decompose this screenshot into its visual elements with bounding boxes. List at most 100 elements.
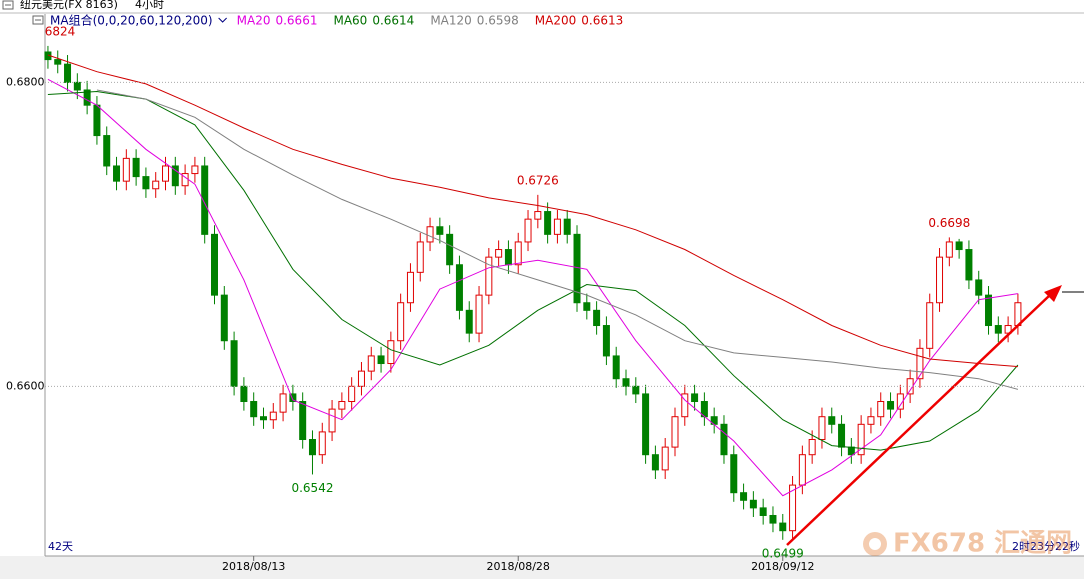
candle-body xyxy=(926,302,934,349)
candle-body xyxy=(514,241,522,266)
legend-value: 0.6614 xyxy=(372,14,414,28)
candle-body xyxy=(936,256,944,304)
candle-body xyxy=(789,484,797,532)
candle-body xyxy=(818,416,826,441)
candle-body xyxy=(720,423,728,456)
candle-body xyxy=(259,416,267,421)
ma-line xyxy=(47,90,1019,451)
x-tick-label: 2018/08/28 xyxy=(487,560,550,573)
candle-body xyxy=(495,249,503,258)
candle-body xyxy=(632,385,640,395)
candle-body xyxy=(681,393,689,418)
candle-body xyxy=(583,302,591,311)
candle-body xyxy=(534,211,542,220)
candle-body xyxy=(103,135,111,167)
candle-body xyxy=(406,271,414,304)
ma-line xyxy=(47,78,1018,497)
candle-body xyxy=(808,439,816,456)
candle-body xyxy=(485,256,493,296)
candle-body xyxy=(896,393,904,410)
candle-body xyxy=(367,355,375,372)
candle-body xyxy=(985,294,993,327)
legend-name: MA200 xyxy=(535,14,576,28)
ma-line xyxy=(96,89,1019,390)
candle-body xyxy=(612,355,620,380)
candle-body xyxy=(191,165,199,175)
candle-body xyxy=(955,241,963,251)
candle-body xyxy=(93,104,101,137)
candle-body xyxy=(397,302,405,342)
candle-body xyxy=(436,226,444,235)
candle-body xyxy=(211,233,218,296)
candle-body xyxy=(171,165,179,187)
candle-body xyxy=(387,340,395,365)
candle-body xyxy=(661,446,669,471)
legend-name: MA60 xyxy=(333,14,367,28)
candle-body xyxy=(622,378,630,387)
ma-group-label[interactable]: MA组合(0,0,20,60,120,200) xyxy=(50,13,213,28)
candle-body xyxy=(798,454,806,486)
candle-body xyxy=(318,431,326,456)
candle-body xyxy=(220,294,228,342)
legend-value: 0.6613 xyxy=(581,14,623,28)
x-tick-label: 2018/09/12 xyxy=(751,560,814,573)
trend-arrow xyxy=(786,285,1062,546)
y-tick-label: 0.6600 xyxy=(6,379,45,392)
legend-icon xyxy=(32,15,44,25)
candle-body xyxy=(201,165,209,235)
candle-body xyxy=(152,180,160,190)
candle-body xyxy=(279,393,287,413)
candle-body xyxy=(308,439,316,456)
candle-body xyxy=(465,309,473,334)
candle-body xyxy=(965,249,973,281)
candle-body xyxy=(142,176,150,190)
candle-body xyxy=(779,522,787,532)
candle-body xyxy=(122,157,130,182)
candle-body xyxy=(230,340,238,387)
symbol: 纽元美元(FX 8163) xyxy=(20,0,118,11)
span-label: 42天 xyxy=(48,540,73,553)
candle-body xyxy=(975,279,983,296)
price-annotation: 0.6499 xyxy=(762,546,804,560)
legend-value: 0.6598 xyxy=(477,14,519,28)
candle-body xyxy=(769,514,777,524)
period[interactable]: 4小时 xyxy=(135,0,164,11)
candle-body xyxy=(544,211,552,235)
candle-body xyxy=(828,416,836,425)
candle-body xyxy=(642,393,650,456)
candle-body xyxy=(250,401,258,418)
legend-name: MA120 xyxy=(430,14,471,28)
candle-body xyxy=(671,416,679,448)
candle-body xyxy=(847,446,855,456)
legend-dropdown xyxy=(218,17,227,23)
candle-body xyxy=(730,454,738,494)
price-annotation: 0.6698 xyxy=(928,216,970,230)
candle-body xyxy=(113,165,121,182)
candle-body xyxy=(73,81,81,91)
candle-body xyxy=(446,233,454,266)
candle-body xyxy=(377,355,385,365)
candle-body xyxy=(338,401,346,410)
legend-value: 0.6661 xyxy=(275,14,317,28)
candle-body xyxy=(867,416,875,425)
candle-body xyxy=(54,59,62,65)
candles xyxy=(44,45,1022,540)
moving-averages xyxy=(47,54,1019,497)
price-annotation: 6824 xyxy=(45,24,76,38)
x-tick-label: 2018/08/13 xyxy=(222,560,285,573)
ma-line xyxy=(47,54,1018,368)
candle-body xyxy=(553,218,561,235)
candle-body xyxy=(426,226,434,243)
candle-body xyxy=(593,309,601,327)
watermark: FX678 汇通网 xyxy=(893,529,1072,559)
candle-body xyxy=(838,423,846,448)
candle-body xyxy=(299,401,307,441)
timer: 2时23分22秒 xyxy=(1012,539,1080,553)
candle-body xyxy=(994,325,1002,334)
candle-body xyxy=(162,165,170,182)
candle-body xyxy=(348,385,356,403)
y-tick-label: 0.6800 xyxy=(6,75,45,88)
